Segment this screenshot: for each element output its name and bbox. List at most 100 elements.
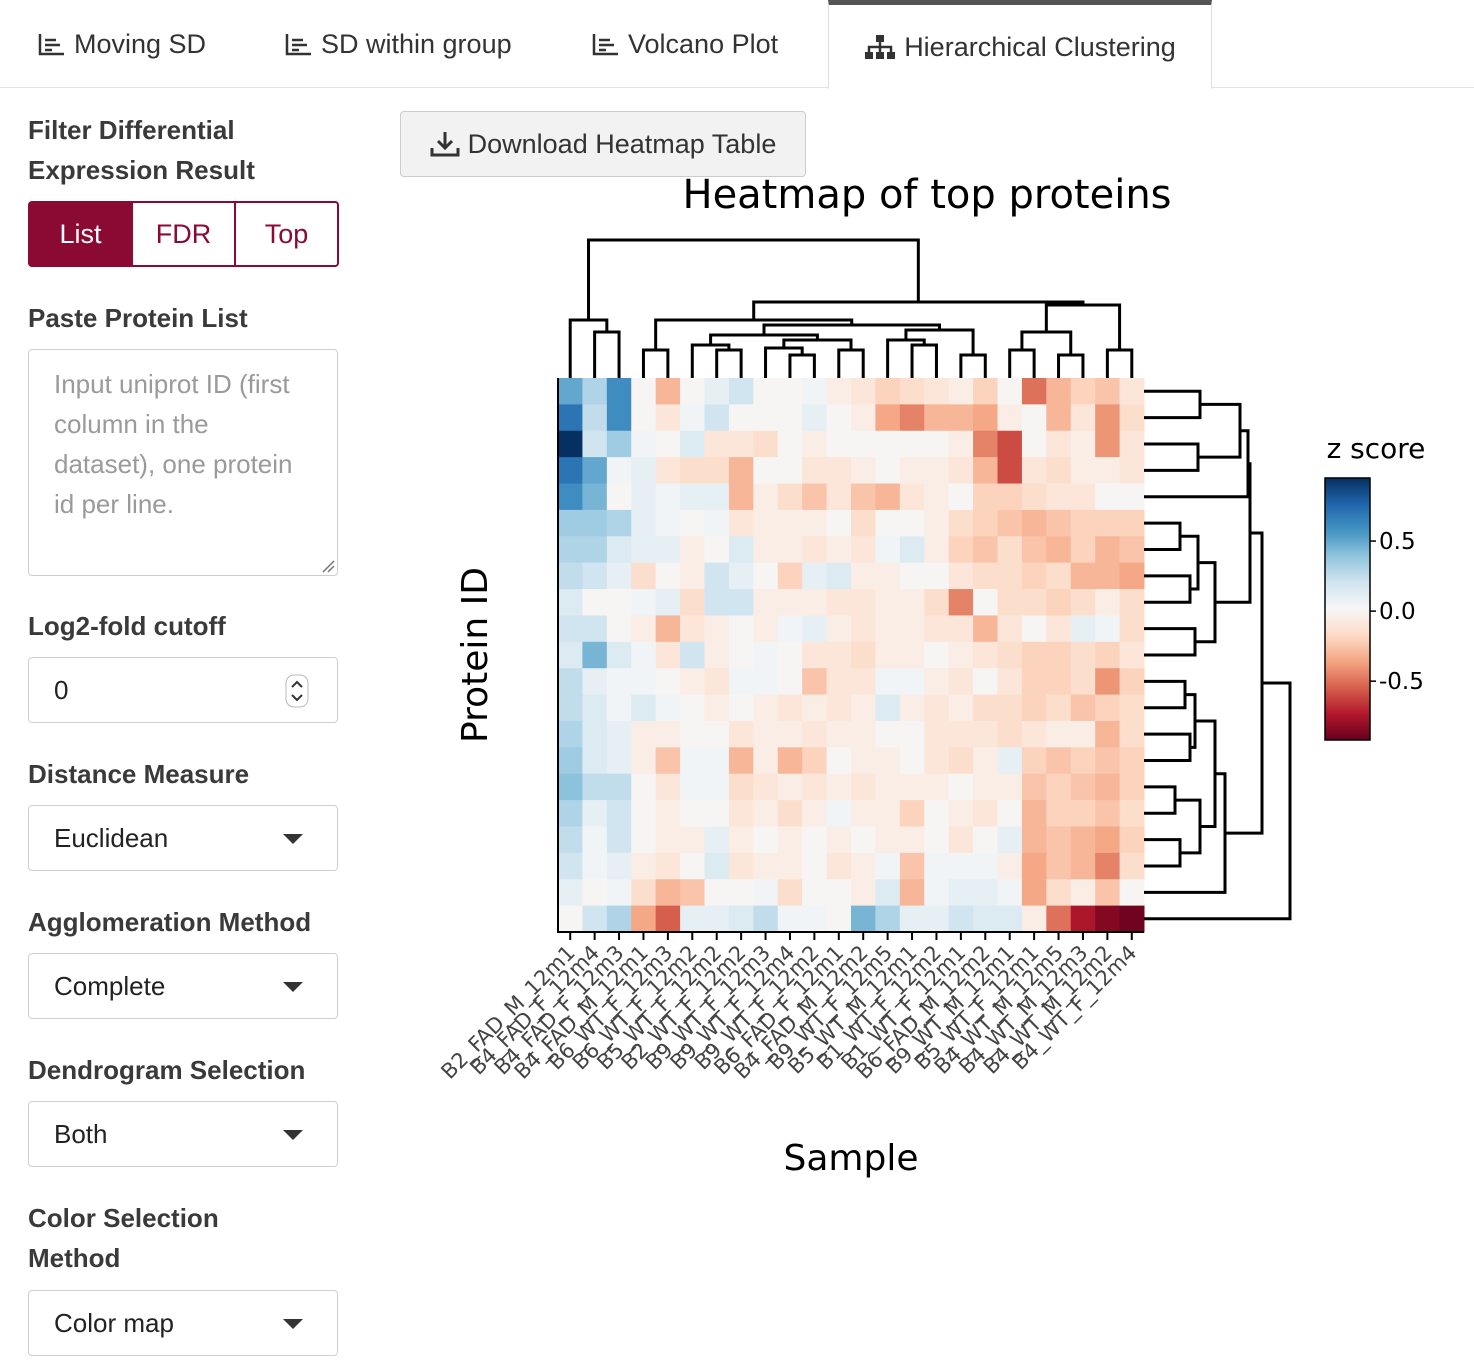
- heatmap-cell: [1021, 879, 1047, 907]
- heatmap-cell: [1095, 562, 1121, 590]
- heatmap-cell: [1070, 773, 1096, 801]
- heatmap-cell: [582, 378, 608, 405]
- heatmap-cell: [1046, 483, 1072, 511]
- heatmap-cell: [655, 800, 681, 827]
- heatmap-cell: [606, 615, 632, 643]
- tab-label: Moving SD: [74, 28, 207, 59]
- heatmap-cell: [1119, 483, 1145, 511]
- heatmap-cell: [777, 852, 803, 880]
- heatmap-cell: [875, 509, 901, 537]
- heatmap-cell: [655, 747, 681, 775]
- heatmap-cell: [851, 800, 876, 827]
- heatmap-cell: [826, 773, 852, 801]
- segment-button[interactable]: List: [28, 201, 133, 267]
- heatmap-cell: [924, 562, 950, 590]
- heatmap-cell: [997, 668, 1023, 696]
- number-input[interactable]: 0: [28, 657, 338, 723]
- heatmap-cell: [851, 641, 876, 669]
- heatmap-cell: [728, 430, 754, 458]
- heatmap-cell: [948, 378, 974, 405]
- heatmap-cell: [802, 852, 828, 880]
- heatmap-cell: [875, 773, 901, 801]
- heatmap-cell: [777, 720, 803, 748]
- heatmap-cell: [655, 589, 681, 616]
- heatmap-cell: [802, 589, 828, 616]
- heatmap-cell: [1095, 852, 1121, 880]
- heatmap-cell: [558, 773, 583, 801]
- heatmap-cell: [851, 404, 876, 432]
- select[interactable]: Complete: [28, 953, 338, 1019]
- heatmap-cell: [558, 430, 583, 458]
- heatmap-cell: [631, 615, 657, 643]
- heatmap-cell: [1119, 668, 1145, 696]
- heatmap-cell: [973, 483, 998, 511]
- dendrogram-branch: [1144, 627, 1197, 657]
- dendrogram-branch: [837, 348, 865, 378]
- heatmap-cell: [1021, 536, 1047, 564]
- heatmap-cell: [1046, 747, 1072, 775]
- select[interactable]: Color map: [28, 1290, 338, 1356]
- dendrogram-branch: [1144, 838, 1182, 868]
- heatmap-cell: [1070, 404, 1096, 432]
- heatmap-cell: [899, 826, 925, 854]
- spinner[interactable]: [285, 674, 309, 708]
- heatmap-cell: [1021, 641, 1047, 669]
- heatmap-cell: [728, 457, 754, 485]
- heatmap-cell: [1119, 536, 1145, 564]
- heatmap-cell: [582, 457, 608, 485]
- caret: [283, 834, 303, 844]
- heatmap-cell: [851, 483, 876, 511]
- heatmap-cell: [1046, 536, 1072, 564]
- heatmap-cell: [1046, 905, 1072, 933]
- select[interactable]: Both: [28, 1101, 338, 1167]
- heatmap-cell: [1119, 430, 1145, 458]
- heatmap-cell: [973, 404, 998, 432]
- heatmap-cell: [680, 879, 705, 907]
- heatmap-cell: [899, 615, 925, 643]
- heatmap-cell: [728, 668, 754, 696]
- heatmap-cell: [1070, 615, 1096, 643]
- heatmap-cell: [655, 430, 681, 458]
- heatmap-cell: [875, 879, 901, 907]
- heatmap-cell: [924, 378, 950, 405]
- tab[interactable]: Moving SD: [38, 0, 206, 88]
- heatmap-cell: [777, 615, 803, 643]
- heatmap-cell: [728, 509, 754, 537]
- heatmap-cell: [802, 694, 828, 722]
- heatmap-cell: [753, 800, 779, 827]
- heatmap-cell: [631, 720, 657, 748]
- segment-button[interactable]: FDR: [131, 201, 236, 267]
- heatmap-cell: [680, 457, 705, 485]
- tab[interactable]: SD within group: [285, 0, 512, 88]
- heatmap-cell: [704, 430, 730, 458]
- heatmap-cell: [1119, 457, 1145, 485]
- heatmap-cell: [826, 852, 852, 880]
- heatmap-cell: [558, 826, 583, 854]
- tab[interactable]: Volcano Plot: [592, 0, 778, 88]
- heatmap-cell: [997, 800, 1023, 827]
- heatmap-cell: [851, 562, 876, 590]
- segment-button[interactable]: Top: [234, 201, 339, 267]
- heatmap-cell: [875, 747, 901, 775]
- textarea[interactable]: Input uniprot ID (first column in the da…: [28, 349, 338, 576]
- dendrogram-branch: [959, 353, 987, 378]
- heatmap-cell: [753, 641, 779, 669]
- heatmap-cell: [899, 747, 925, 775]
- select[interactable]: Euclidean: [28, 805, 338, 871]
- heatmap-cell: [655, 694, 681, 722]
- heatmap-cell: [948, 879, 974, 907]
- heatmap-cell: [1119, 826, 1145, 854]
- chart-title: Heatmap of top proteins: [682, 172, 1171, 218]
- dendrogram-branch: [1044, 303, 1122, 350]
- heatmap-cell: [851, 430, 876, 458]
- heatmap-cell: [948, 720, 974, 748]
- dendrogram-branch: [715, 348, 743, 378]
- heatmap-cell: [948, 589, 974, 616]
- heatmap-cell: [924, 905, 950, 933]
- tab-active[interactable]: Hierarchical Clustering: [828, 0, 1212, 89]
- heatmap-cell: [680, 430, 705, 458]
- heatmap-cell: [728, 378, 754, 405]
- heatmap-cell: [704, 562, 730, 590]
- download-button[interactable]: Download Heatmap Table: [400, 111, 806, 177]
- heatmap-cell: [997, 536, 1023, 564]
